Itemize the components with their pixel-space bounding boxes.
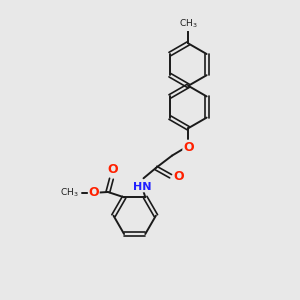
- Text: HN: HN: [133, 182, 151, 192]
- Text: CH$_3$: CH$_3$: [60, 186, 79, 199]
- Text: CH$_3$: CH$_3$: [179, 18, 198, 30]
- Text: O: O: [183, 141, 194, 154]
- Text: O: O: [108, 164, 118, 176]
- Text: O: O: [88, 186, 99, 199]
- Text: O: O: [174, 170, 184, 183]
